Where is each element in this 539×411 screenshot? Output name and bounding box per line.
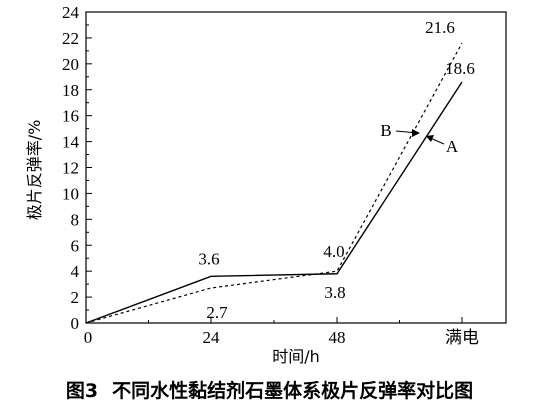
data-label: 18.6 — [445, 59, 475, 78]
series-marker-label: B — [380, 121, 391, 140]
x-axis-ticks: 0 24 48 满电 — [84, 317, 479, 347]
y-tick-label: 0 — [71, 314, 80, 333]
x-tick-label: 满电 — [445, 328, 479, 347]
y-tick-label: 24 — [62, 3, 80, 22]
x-axis-label: 时间/h — [272, 347, 320, 366]
plot-area — [85, 11, 507, 324]
data-label: 4.0 — [323, 242, 344, 261]
y-tick-label: 18 — [62, 81, 79, 100]
y-axis-label: 极片反弹率/% — [25, 120, 44, 221]
data-label: 3.8 — [324, 283, 345, 302]
series-line-B — [85, 42, 463, 324]
series-marker-label: A — [446, 137, 459, 156]
y-tick-label: 6 — [71, 236, 80, 255]
value-labels: 3.6 3.8 18.6 2.7 4.0 21.6 — [198, 18, 475, 322]
x-tick-label: 48 — [329, 328, 346, 347]
series-lines — [85, 42, 463, 324]
series-markers: BA — [380, 121, 459, 156]
y-tick-label: 14 — [62, 133, 80, 152]
arrow-head — [412, 129, 420, 137]
y-tick-label: 20 — [62, 55, 79, 74]
data-label: 21.6 — [425, 18, 455, 37]
figure-caption-text: 不同水性黏结剂石墨体系极片反弹率对比图 — [112, 380, 474, 402]
y-tick-label: 10 — [62, 184, 79, 203]
data-label: 2.7 — [206, 303, 228, 322]
y-tick-label: 12 — [62, 159, 79, 178]
arrow-head — [426, 135, 434, 142]
figure-caption: 图3 不同水性黏结剂石墨体系极片反弹率对比图 — [0, 376, 539, 403]
y-tick-label: 16 — [62, 107, 79, 126]
x-tick-label: 24 — [203, 328, 221, 347]
y-tick-label: 2 — [71, 288, 80, 307]
x-tick-label: 0 — [84, 328, 93, 347]
y-tick-label: 22 — [62, 29, 79, 48]
figure-number: 图3 — [65, 380, 99, 402]
y-tick-label: 8 — [71, 210, 80, 229]
series-line-A — [85, 81, 463, 324]
y-tick-label: 4 — [71, 262, 80, 281]
data-label: 3.6 — [198, 249, 219, 268]
